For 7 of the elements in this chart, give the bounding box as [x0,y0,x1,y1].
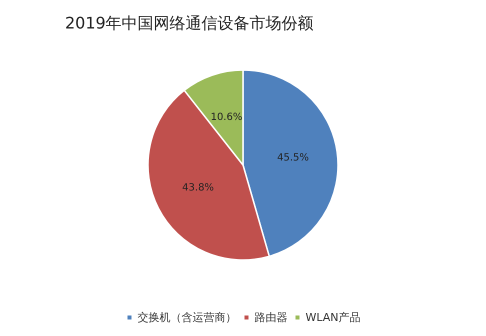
legend-label: 路由器 [254,311,288,324]
chart-title: 2019年中国网络通信设备市场份额 [65,14,314,32]
legend-label: 交换机（含运营商） [137,311,236,324]
data-label: 10.6% [210,112,242,123]
data-label: 45.5% [277,152,309,164]
legend-label: WLAN产品 [305,311,361,324]
data-label: 43.8% [182,182,214,194]
